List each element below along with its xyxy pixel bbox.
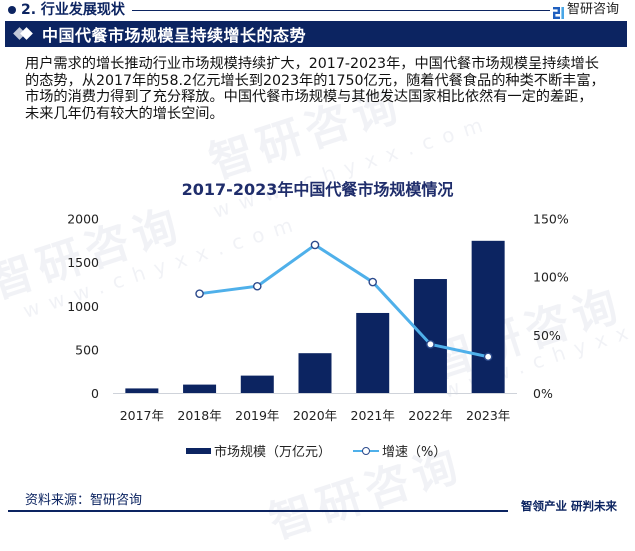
paragraph-line: 未来几年仍有较大的增长空间。 [25,106,224,123]
combo-chart: 0 500 1000 1500 2000 0% 50% 100% 150% 2017年 2018年 2… [67,212,569,424]
paragraph-line: 市场的消费力得到了充分释放。中国代餐市场规模与其他发达国家相比依然有一定的差距， [25,89,593,106]
legend-line-swatch-icon [353,445,380,457]
left-axis-tick-label: 0 [91,386,99,401]
market-size-bar [356,312,390,394]
x-axis-tick-label: 2022年 [408,408,452,423]
section-bullet-icon [8,6,16,14]
source-note: 资料来源：智研咨询 [25,493,143,508]
right-axis-tick-label: 150% [533,212,569,227]
market-size-bar [471,240,505,394]
market-size-bar [298,353,332,394]
right-axis-tick-label: 100% [533,270,569,285]
chart-legend: 市场规模（万亿元） 增速（%） [186,441,446,460]
x-axis-tick-label: 2018年 [177,408,221,423]
left-axis-tick-label: 1000 [67,299,99,314]
left-axis-tick-label: 1500 [67,255,99,270]
right-axis-tick-label: 0% [533,386,553,401]
zhiyan-logo-icon [553,4,564,19]
growth-rate-marker [426,339,435,349]
right-axis-tick-label: 50% [533,328,561,343]
legend-line-label: 增速（%） [382,445,447,460]
brand-name: 智研咨询 [567,2,620,17]
growth-rate-marker [195,289,204,298]
x-axis-tick-label: 2019年 [235,408,279,423]
title-banner: 中国代餐市场规模呈持续增长的态势 [5,21,627,47]
growth-rate-marker [310,240,320,250]
growth-rate-marker [483,352,493,362]
growth-rate-marker [368,277,378,287]
x-axis-tick-label: 2020年 [293,408,337,423]
x-axis-tick-label: 2023年 [466,408,510,423]
market-size-bar [240,375,274,394]
footer-divider [8,510,508,512]
left-axis-tick-label: 500 [75,342,99,357]
legend-bar-swatch [186,447,211,454]
footer-slogan: 智领产业 研判未来 [521,499,618,513]
paragraph-line: 用户需求的增长推动行业市场规模持续扩大，2017-2023年，中国代餐市场规模呈… [25,56,599,72]
banner-title: 中国代餐市场规模呈持续增长的态势 [42,26,307,45]
x-axis-tick-label: 2017年 [120,408,164,423]
section-divider [132,10,550,11]
market-size-bar [413,279,447,394]
market-size-bar [125,388,159,394]
x-axis-tick-label: 2021年 [351,408,395,423]
section-title: 2. 行业发展现状 [21,2,125,18]
growth-rate-marker [252,281,262,291]
brand-logo: 智研咨询 [553,2,620,19]
legend-bar-label: 市场规模（万亿元） [214,445,332,460]
paragraph-line: 的态势，从2017年的58.2亿元增长到2023年的1750亿元，随着代餐食品的… [25,72,605,89]
left-axis-tick-label: 2000 [67,212,99,227]
market-size-bar [183,384,217,394]
growth-rate-line [199,243,489,359]
description-paragraph: 用户需求的增长推动行业市场规模持续扩大，2017-2023年，中国代餐市场规模呈… [25,56,615,123]
chart-title: 2017-2023年中国代餐市场规模情况 [181,180,454,199]
